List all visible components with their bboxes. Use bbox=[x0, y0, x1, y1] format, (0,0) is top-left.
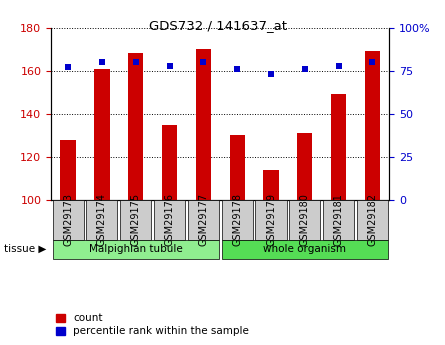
Text: GSM29176: GSM29176 bbox=[165, 194, 174, 246]
Text: GSM29174: GSM29174 bbox=[97, 194, 107, 246]
Legend: count, percentile rank within the sample: count, percentile rank within the sample bbox=[57, 313, 249, 336]
Bar bbox=[196, 49, 211, 200]
Text: GSM29180: GSM29180 bbox=[300, 194, 310, 246]
Point bbox=[234, 66, 241, 72]
Text: GSM29178: GSM29178 bbox=[232, 194, 242, 246]
Text: tissue ▶: tissue ▶ bbox=[4, 244, 47, 254]
Bar bbox=[297, 133, 312, 200]
Point bbox=[200, 59, 207, 65]
Text: Malpighian tubule: Malpighian tubule bbox=[89, 244, 182, 254]
Text: GSM29179: GSM29179 bbox=[266, 194, 276, 246]
Point bbox=[267, 71, 275, 77]
Bar bbox=[61, 140, 76, 200]
Text: whole organism: whole organism bbox=[263, 244, 346, 254]
Point bbox=[98, 59, 105, 65]
Bar bbox=[365, 51, 380, 200]
Text: GSM29177: GSM29177 bbox=[198, 194, 208, 246]
Text: GSM29182: GSM29182 bbox=[368, 194, 377, 246]
Point bbox=[166, 63, 173, 68]
Point bbox=[132, 59, 139, 65]
Bar bbox=[331, 95, 346, 200]
Bar bbox=[162, 125, 177, 200]
Point bbox=[301, 66, 308, 72]
Text: GSM29173: GSM29173 bbox=[63, 194, 73, 246]
Bar bbox=[94, 69, 109, 200]
Text: GDS732 / 141637_at: GDS732 / 141637_at bbox=[149, 19, 287, 32]
Point bbox=[335, 63, 342, 68]
Point bbox=[369, 59, 376, 65]
Bar bbox=[230, 136, 245, 200]
Text: GSM29181: GSM29181 bbox=[334, 194, 344, 246]
Bar bbox=[263, 170, 279, 200]
Bar bbox=[128, 53, 143, 200]
Point bbox=[65, 65, 72, 70]
Text: GSM29175: GSM29175 bbox=[131, 194, 141, 246]
